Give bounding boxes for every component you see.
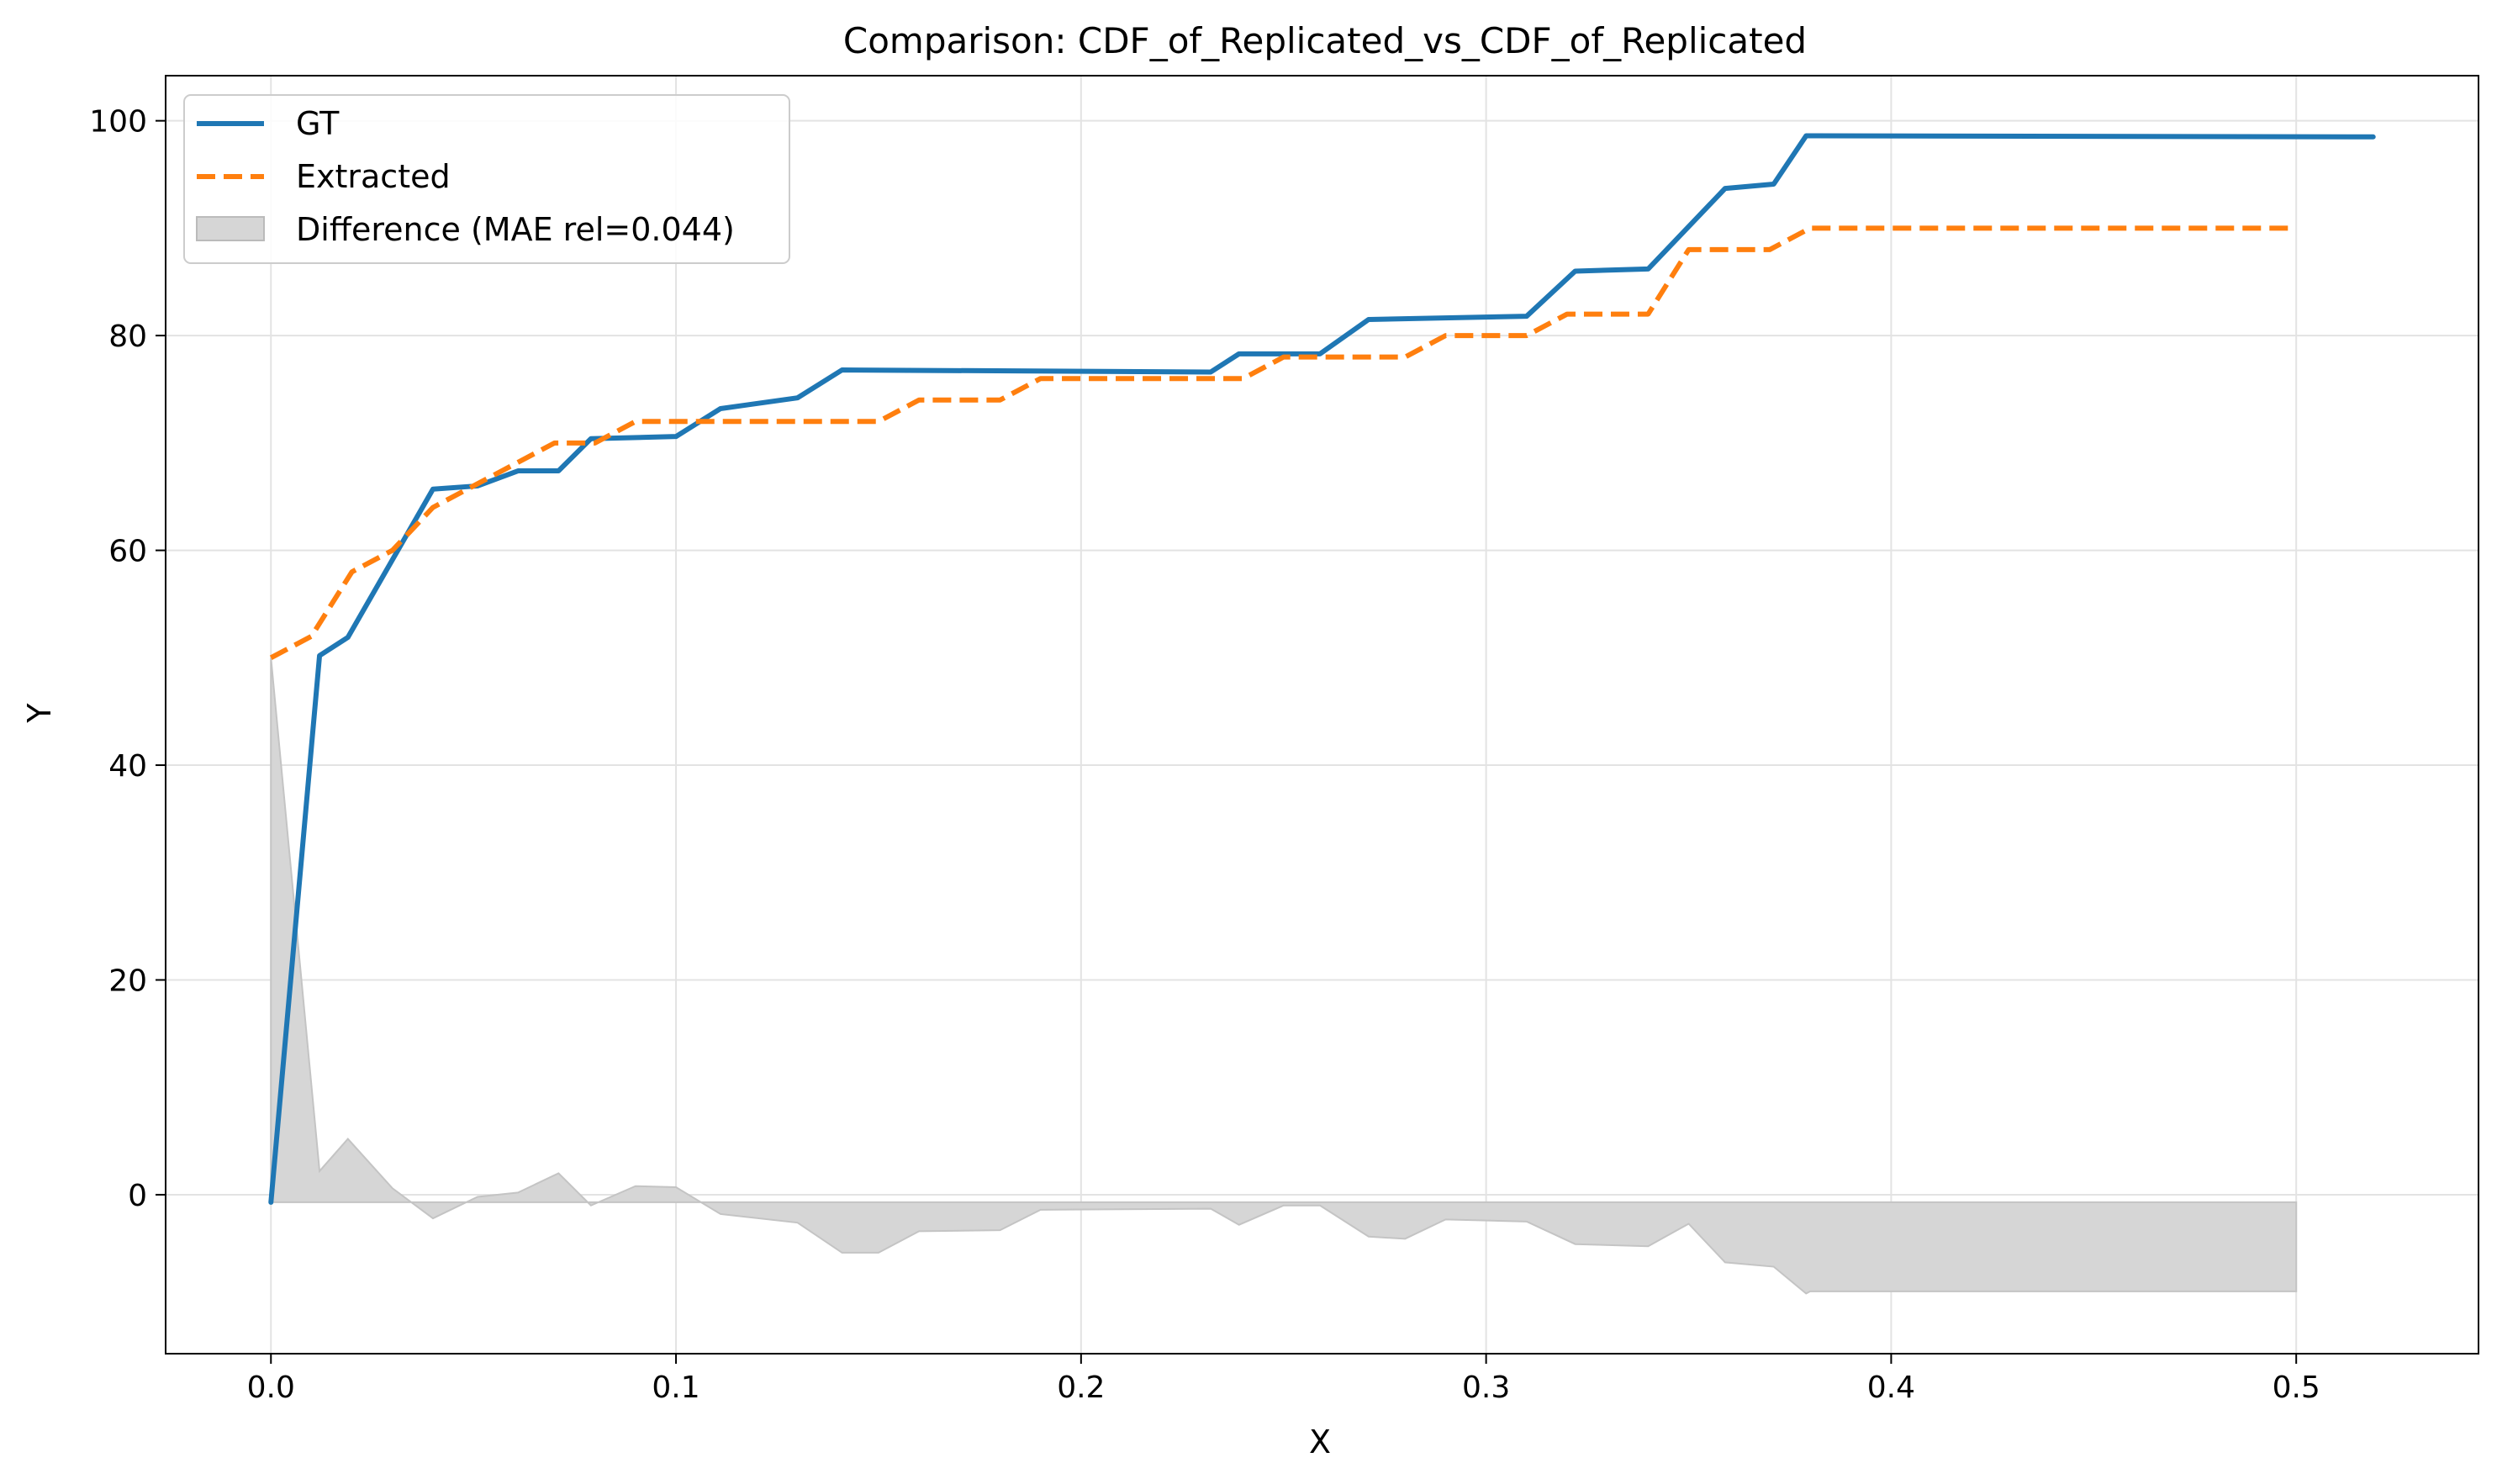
y-tick-label: 60: [108, 535, 147, 569]
x-tick-label: 0.5: [2273, 1370, 2320, 1405]
x-tick-label: 0.3: [1462, 1370, 1510, 1405]
plot-frame: [165, 75, 2479, 1355]
legend-box: [183, 94, 790, 264]
legend-label-gt: GT: [296, 105, 340, 142]
y-tick-label: 40: [108, 749, 147, 784]
legend-label-difference: Difference (MAE rel=0.044): [296, 211, 735, 248]
y-tick-label: 0: [128, 1179, 147, 1213]
chart-title: Comparison: CDF_of_Replicated_vs_CDF_of_…: [843, 20, 1807, 61]
y-tick-label: 20: [108, 964, 147, 998]
grid: [166, 76, 2479, 1354]
y-tick-label: 100: [89, 105, 147, 140]
legend-swatch-difference: [196, 216, 265, 241]
legend-label-extracted: Extracted: [296, 158, 451, 195]
series-layer: [268, 133, 2376, 1205]
x-axis-ticks: 0.0 0.1 0.2 0.3 0.4 0.5: [247, 1354, 2320, 1405]
legend: GT Extracted Difference (MAE rel=0.044): [183, 94, 790, 264]
x-tick-label: 0.1: [652, 1370, 699, 1405]
y-axis-ticks: 0 20 40 60 80 100: [89, 105, 166, 1213]
series-line-gt: [268, 133, 2376, 1205]
x-tick-label: 0.2: [1057, 1370, 1105, 1405]
difference-layer: [270, 658, 2298, 1295]
x-tick-label: 0.4: [1867, 1370, 1915, 1405]
x-tick-label: 0.0: [247, 1370, 295, 1405]
y-axis-label: Y: [21, 703, 58, 724]
y-tick-label: 80: [108, 320, 147, 354]
x-axis-label: X: [1309, 1423, 1331, 1460]
series-line-extracted: [269, 225, 2297, 660]
difference-area: [270, 658, 2298, 1295]
